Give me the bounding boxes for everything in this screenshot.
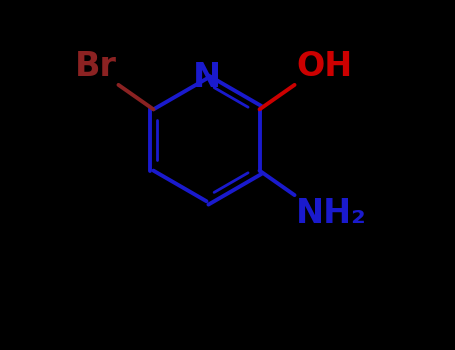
Text: OH: OH xyxy=(296,50,353,83)
Text: NH₂: NH₂ xyxy=(296,197,367,230)
Text: N: N xyxy=(192,61,221,93)
Text: Br: Br xyxy=(75,50,116,83)
